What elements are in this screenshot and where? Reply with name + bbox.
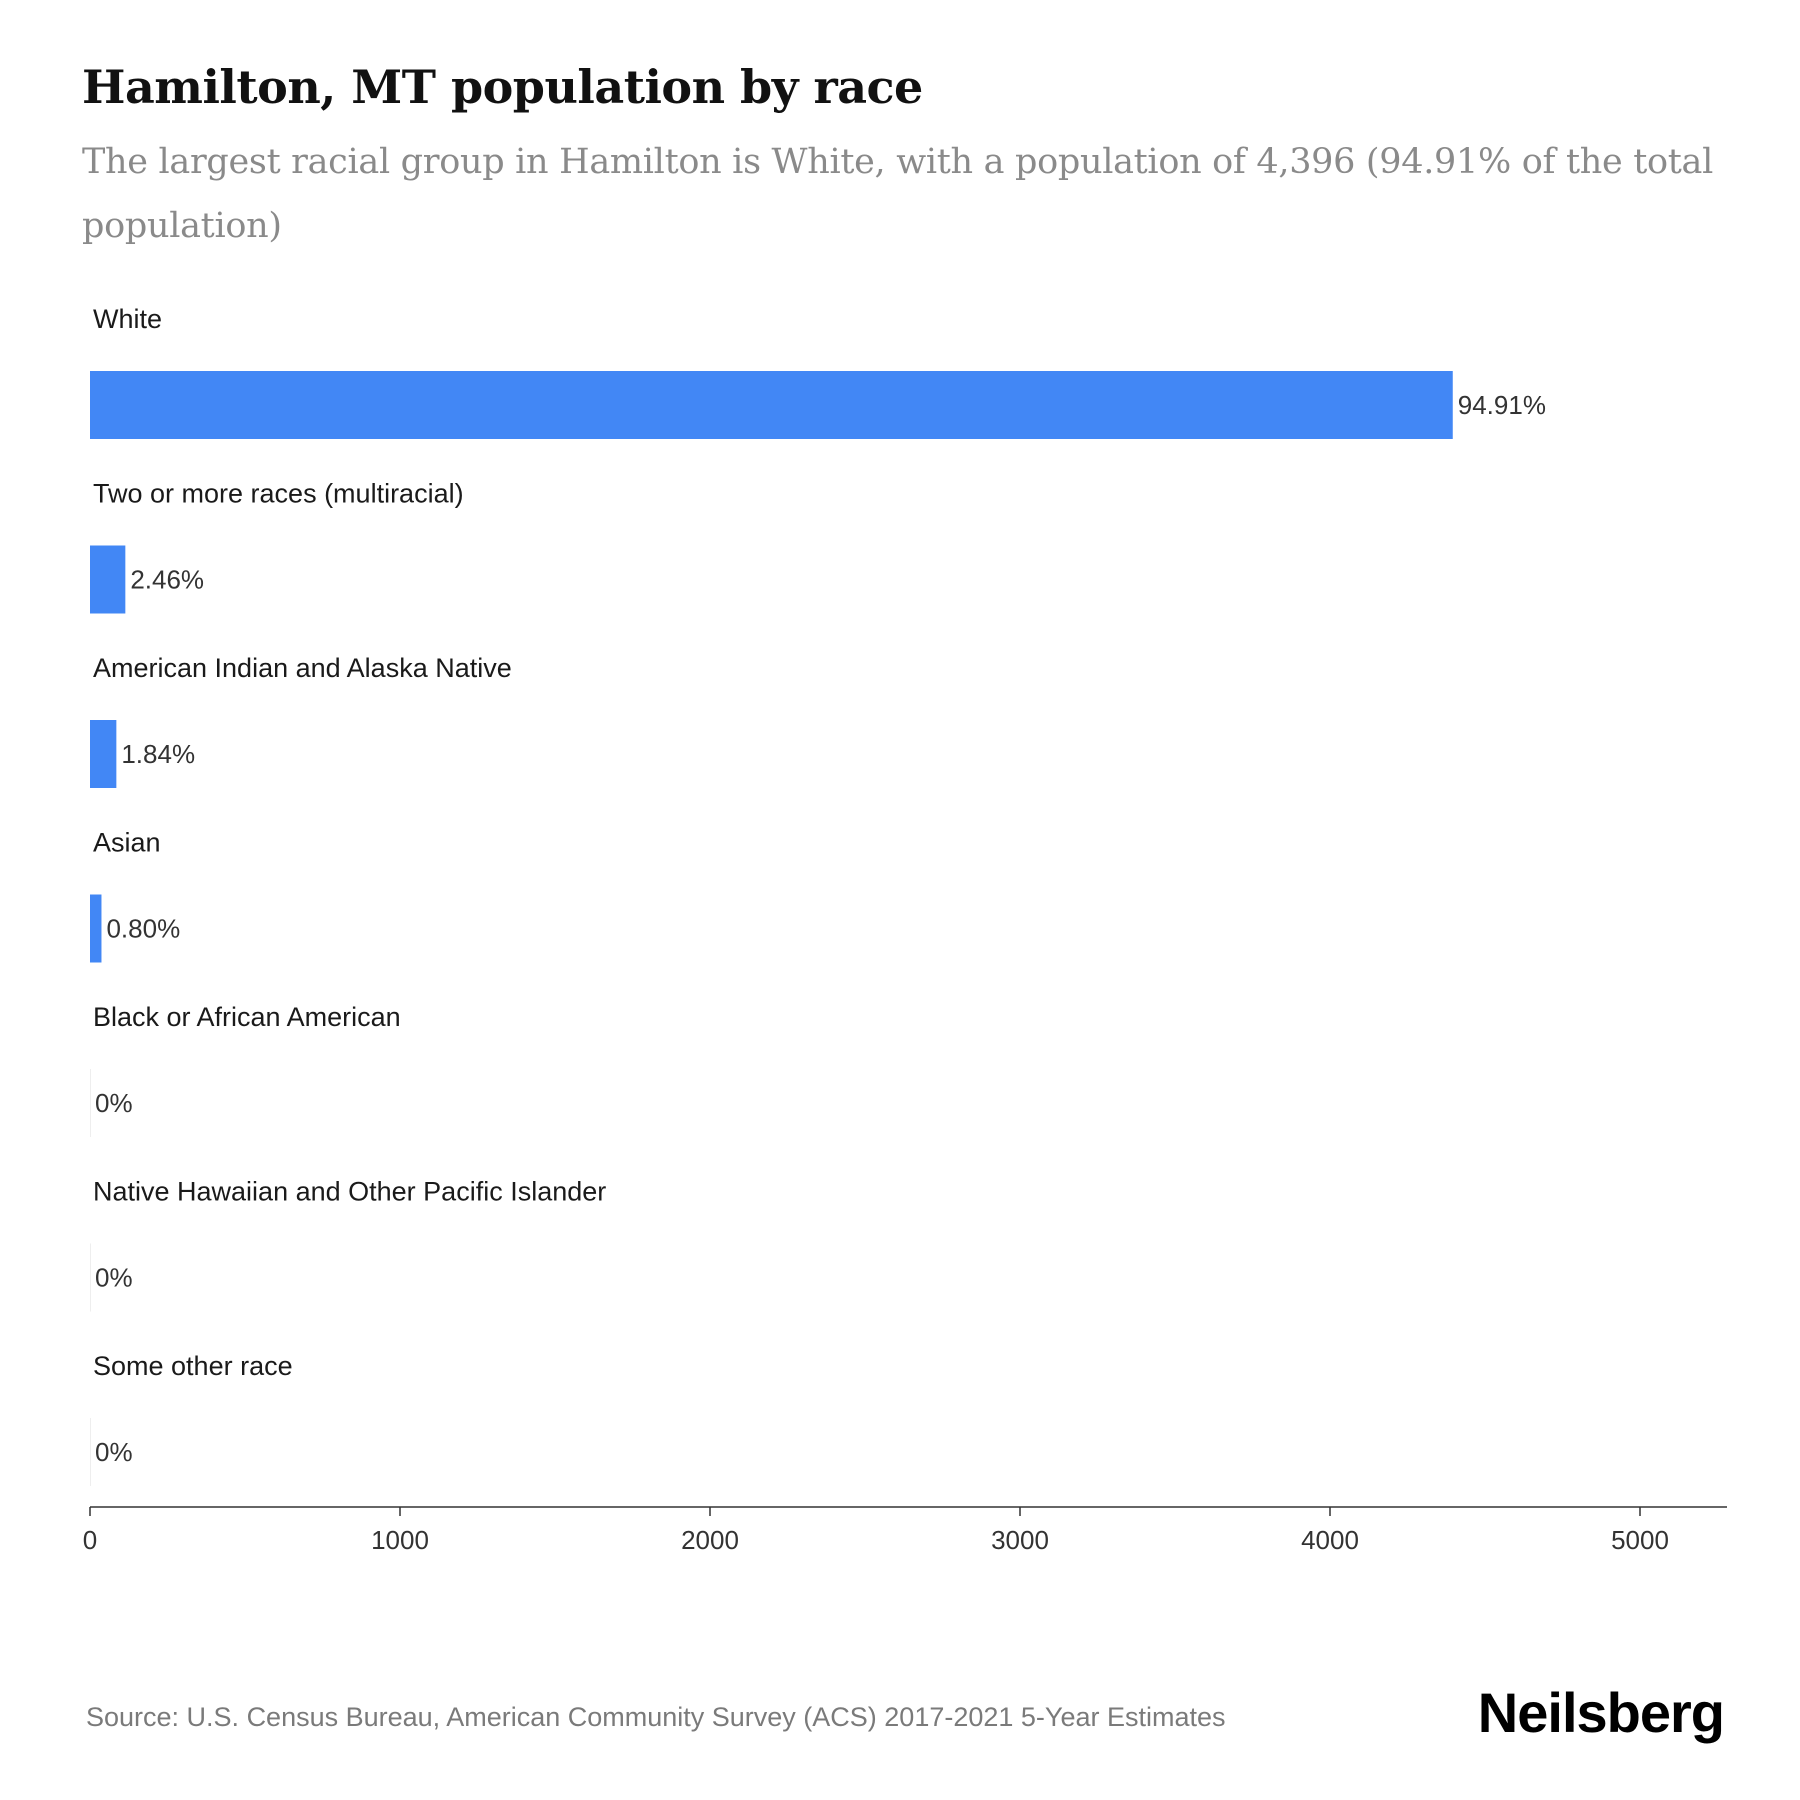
- x-tick-label: 0: [83, 1525, 97, 1555]
- source-note: Source: U.S. Census Bureau, American Com…: [86, 1702, 1226, 1732]
- bar-chart: White 94.91% Two or more races (multiracia…: [83, 304, 1727, 1555]
- bar: [90, 545, 126, 614]
- bar: [90, 720, 117, 788]
- x-tick-label: 1000: [371, 1525, 429, 1555]
- category-label: Asian: [93, 828, 161, 858]
- value-label: 94.91%: [1458, 390, 1546, 420]
- bar: [90, 371, 1453, 439]
- brand-logo: Neilsberg: [1477, 1681, 1725, 1744]
- x-tick-label: 5000: [1611, 1525, 1669, 1555]
- category-label: White: [93, 304, 162, 334]
- value-label: 0%: [95, 1263, 133, 1293]
- value-label: 0%: [95, 1437, 133, 1467]
- x-tick-label: 4000: [1301, 1525, 1359, 1555]
- category-label: Native Hawaiian and Other Pacific Island…: [93, 1177, 606, 1207]
- category-label: Some other race: [93, 1351, 293, 1381]
- value-label: 1.84%: [121, 739, 195, 769]
- chart-subtitle: The largest racial group in Hamilton is …: [82, 142, 1714, 246]
- category-label: Black or African American: [93, 1002, 401, 1032]
- x-tick-label: 3000: [991, 1525, 1049, 1555]
- category-label: Two or more races (multiracial): [93, 479, 464, 509]
- category-label: American Indian and Alaska Native: [93, 653, 512, 683]
- value-label: 2.46%: [130, 565, 204, 595]
- value-label: 0.80%: [106, 914, 180, 944]
- value-label: 0%: [95, 1088, 133, 1118]
- x-tick-label: 2000: [681, 1525, 739, 1555]
- chart-title: Hamilton, MT population by race: [82, 60, 923, 114]
- bar: [90, 894, 102, 963]
